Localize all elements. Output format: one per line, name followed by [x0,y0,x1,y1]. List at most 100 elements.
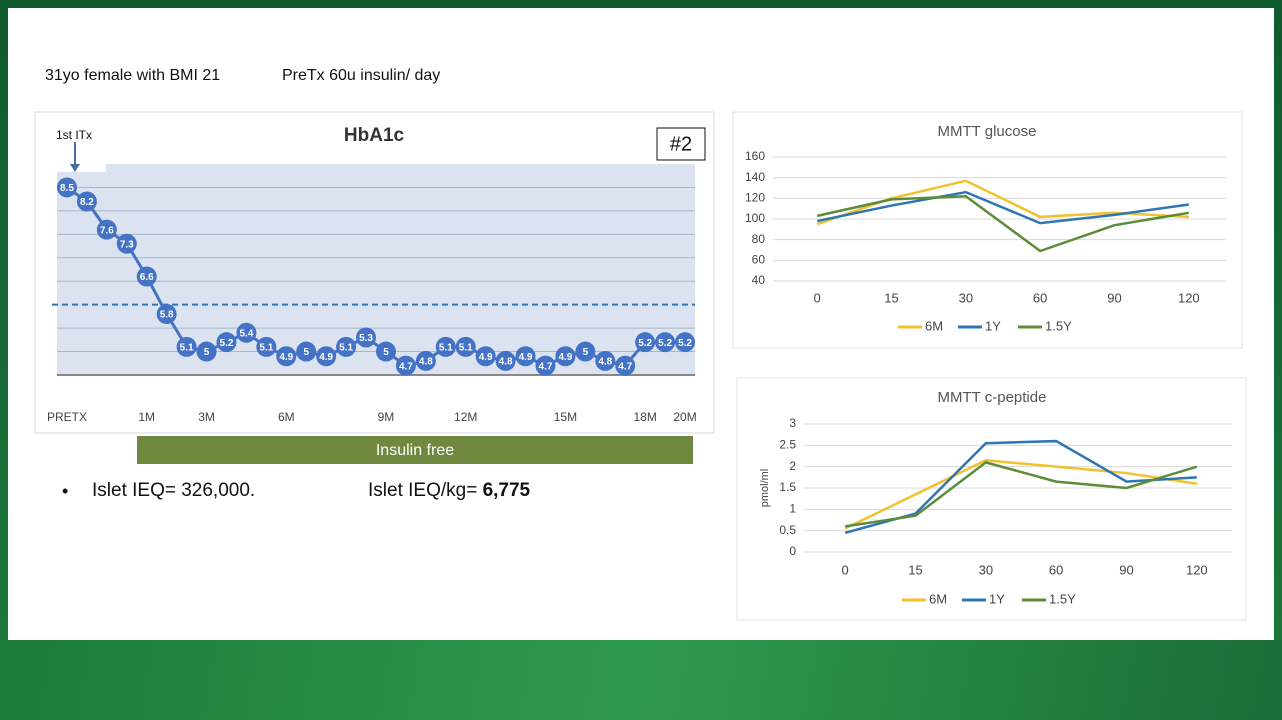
slide-number: #2 [670,133,692,155]
data-point [256,336,277,357]
data-point [356,327,377,348]
ieq-kg-value: 6,775 [483,480,531,501]
y-tick-label: 40 [752,273,766,287]
series-line [816,194,1190,253]
series-line [844,461,1198,528]
x-tick-label: 0 [814,290,821,305]
bullet-text: Islet IEQ= 326,000. [92,480,255,501]
x-tick-label: PRETX [47,410,87,424]
data-label: 4.8 [419,357,433,368]
data-label: 5.2 [638,338,652,349]
data-point [196,341,217,362]
data-point [156,304,177,325]
y-tick-label: 1.5 [779,480,796,494]
x-tick-label: 12M [454,410,477,424]
data-point [395,355,416,376]
data-point [316,346,337,367]
data-label: 4.9 [279,352,293,363]
y-tick-label: 0.5 [779,523,796,537]
data-point [535,355,556,376]
data-point [435,336,456,357]
data-label: 5.2 [658,338,672,349]
chart-title: MMTT glucose [938,123,1037,140]
data-label: 4.9 [319,352,333,363]
y-tick-label: 80 [752,232,766,246]
data-point [675,332,696,353]
data-point [615,355,636,376]
data-point [455,336,476,357]
data-point [555,346,576,367]
data-label: 4.7 [539,361,553,372]
data-label: 5.2 [678,338,692,349]
legend-label: 1Y [989,591,1005,606]
data-label: 5.3 [359,333,373,344]
x-tick-label: 0 [842,562,849,577]
data-point [495,350,516,371]
data-point [635,332,656,353]
annotation-arrowhead [70,164,80,172]
data-label: 5 [583,347,589,358]
data-label: 5.2 [220,338,234,349]
bullet-text: Islet IEQ/kg= 6,775 [368,480,531,501]
data-label: 5.4 [239,328,253,339]
pretx-info: PreTx 60u insulin/ day [282,67,440,84]
data-label: 4.9 [558,352,572,363]
bullet: • [62,481,68,501]
legend-label: 1.5Y [1049,591,1076,606]
data-label: 5.1 [339,343,353,354]
series-line [844,458,1198,530]
data-label: 4.8 [499,357,513,368]
data-label: 5 [383,347,389,358]
annotation: 1st ITx [56,128,92,142]
x-tick-label: 60 [1033,290,1047,305]
x-tick-label: 120 [1178,290,1200,305]
x-tick-label: 3M [198,410,215,424]
data-label: 7.3 [120,239,134,250]
legend-label: 6M [929,591,947,606]
data-point [375,341,396,362]
data-point [515,346,536,367]
legend-label: 1.5Y [1045,318,1072,333]
x-tick-label: 9M [378,410,395,424]
data-point [595,350,616,371]
data-label: 5.8 [160,310,174,321]
data-point [116,233,137,254]
y-tick-label: 2 [789,459,796,473]
data-label: 7.6 [100,225,114,236]
ieq-kg-label: Islet IEQ/kg= [368,480,477,501]
chart-title: HbA1c [344,125,405,146]
data-point [296,341,317,362]
x-tick-label: 20M [673,410,696,424]
slide-number-box [656,127,706,161]
y-tick-label: 100 [745,211,765,225]
x-tick-label: 6M [278,410,295,424]
data-point [76,191,97,212]
data-label: 4.9 [479,352,493,363]
x-tick-label: 15 [884,290,898,305]
y-tick-label: 0 [789,544,796,558]
x-tick-label: 120 [1186,562,1208,577]
x-tick-label: 60 [1049,562,1063,577]
data-label: 5 [204,347,210,358]
data-point [56,177,77,198]
data-point [136,266,157,287]
data-point [336,336,357,357]
x-tick-label: 90 [1119,562,1133,577]
legend-label: 6M [925,318,943,333]
data-label: 8.5 [60,183,74,194]
series-line [816,190,1190,225]
insulin-free-banner [137,436,693,464]
chart-title: MMTT c-peptide [938,389,1047,406]
y-axis-title: pmol/ml [759,469,771,508]
data-label: 5.1 [439,343,453,354]
chart-frame [736,377,1247,621]
y-tick-label: 1 [789,502,796,516]
x-tick-label: 30 [979,562,993,577]
chart-frame [732,111,1243,349]
data-point [575,341,596,362]
y-tick-label: 60 [752,253,766,267]
y-tick-label: 3 [789,416,796,430]
data-label: 4.9 [519,352,533,363]
data-point [415,350,436,371]
